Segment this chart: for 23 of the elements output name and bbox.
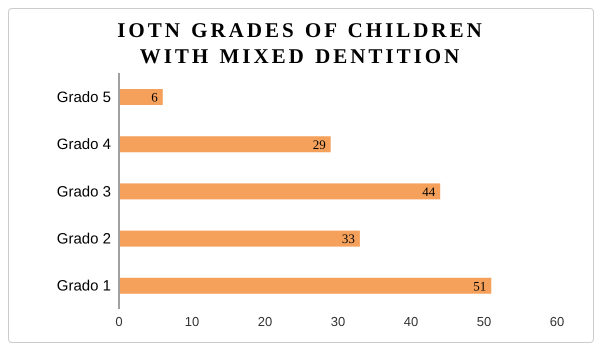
data-label: 51 <box>473 278 486 294</box>
bar <box>119 89 163 105</box>
x-tick-label: 10 <box>184 314 200 330</box>
x-tick-label: 0 <box>115 314 123 330</box>
bar <box>119 278 492 294</box>
data-label: 6 <box>151 90 158 105</box>
x-tick-label: 60 <box>550 314 564 330</box>
y-tick-label: Grado 5 <box>56 88 111 106</box>
bar <box>119 136 331 152</box>
y-tick-label: Grado 4 <box>56 136 111 154</box>
x-tick-label: 50 <box>476 314 492 330</box>
data-label: 29 <box>312 136 326 152</box>
y-tick-label: Grado 2 <box>56 230 111 248</box>
x-tick-label: 30 <box>330 314 346 330</box>
y-tick-label: Grado 1 <box>56 278 111 295</box>
data-label: 44 <box>422 184 436 200</box>
chart-title: IOTN GRADES OF CHILDREN WITH MIXED DENTITION <box>116 17 486 69</box>
bar <box>119 230 360 247</box>
x-tick-label: 40 <box>404 314 418 330</box>
bar <box>119 183 440 200</box>
x-tick-label: 20 <box>258 314 272 330</box>
data-label: 33 <box>342 231 355 246</box>
y-tick-label: Grado 3 <box>56 183 111 200</box>
